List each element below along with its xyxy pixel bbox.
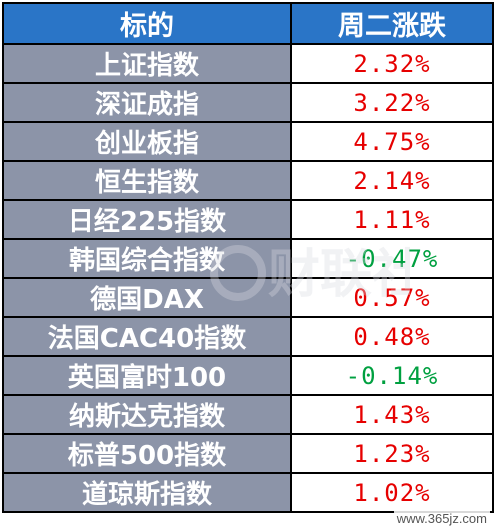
index-name: 上证指数 bbox=[2, 43, 292, 84]
table-row: 德国DAX 0.57% bbox=[2, 277, 494, 318]
table-row: 深证成指 3.22% bbox=[2, 82, 494, 123]
index-name: 深证成指 bbox=[2, 82, 292, 123]
index-name: 德国DAX bbox=[2, 277, 292, 318]
index-name: 日经225指数 bbox=[2, 199, 292, 240]
footer-site[interactable]: www.365jz.com bbox=[393, 511, 490, 526]
index-change: 2.14% bbox=[290, 160, 494, 201]
index-change: 0.48% bbox=[290, 316, 494, 357]
index-name: 创业板指 bbox=[2, 121, 292, 162]
index-change: 3.22% bbox=[290, 82, 494, 123]
header-name: 标的 bbox=[2, 2, 292, 45]
index-name: 道琼斯指数 bbox=[2, 472, 292, 513]
index-change: 0.57% bbox=[290, 277, 494, 318]
table-row: 标普500指数 1.23% bbox=[2, 433, 494, 474]
table-row: 创业板指 4.75% bbox=[2, 121, 494, 162]
index-change: 1.11% bbox=[290, 199, 494, 240]
index-change: -0.14% bbox=[290, 355, 494, 396]
index-change: 2.32% bbox=[290, 43, 494, 84]
index-change-table: 标的 周二涨跌 上证指数 2.32% 深证成指 3.22% 创业板指 4.75% 恒生指数 2… bbox=[2, 2, 494, 513]
index-name: 标普500指数 bbox=[2, 433, 292, 474]
index-change: 1.02% bbox=[290, 472, 494, 513]
index-name: 英国富时100 bbox=[2, 355, 292, 396]
table-row: 恒生指数 2.14% bbox=[2, 160, 494, 201]
table-row: 上证指数 2.32% bbox=[2, 43, 494, 84]
table-body: 上证指数 2.32% 深证成指 3.22% 创业板指 4.75% 恒生指数 2.14% 日经22… bbox=[2, 43, 494, 513]
table-row: 纳斯达克指数 1.43% bbox=[2, 394, 494, 435]
index-change: 1.43% bbox=[290, 394, 494, 435]
header-change: 周二涨跌 bbox=[290, 2, 494, 45]
table-header-row: 标的 周二涨跌 bbox=[2, 2, 494, 45]
index-name: 纳斯达克指数 bbox=[2, 394, 292, 435]
table-row: 日经225指数 1.11% bbox=[2, 199, 494, 240]
index-change: -0.47% bbox=[290, 238, 494, 279]
table-row: 英国富时100 -0.14% bbox=[2, 355, 494, 396]
table-row: 道琼斯指数 1.02% bbox=[2, 472, 494, 513]
index-name: 韩国综合指数 bbox=[2, 238, 292, 279]
index-name: 法国CAC40指数 bbox=[2, 316, 292, 357]
table-row: 法国CAC40指数 0.48% bbox=[2, 316, 494, 357]
index-change: 4.75% bbox=[290, 121, 494, 162]
index-change: 1.23% bbox=[290, 433, 494, 474]
table-row: 韩国综合指数 -0.47% bbox=[2, 238, 494, 279]
index-name: 恒生指数 bbox=[2, 160, 292, 201]
